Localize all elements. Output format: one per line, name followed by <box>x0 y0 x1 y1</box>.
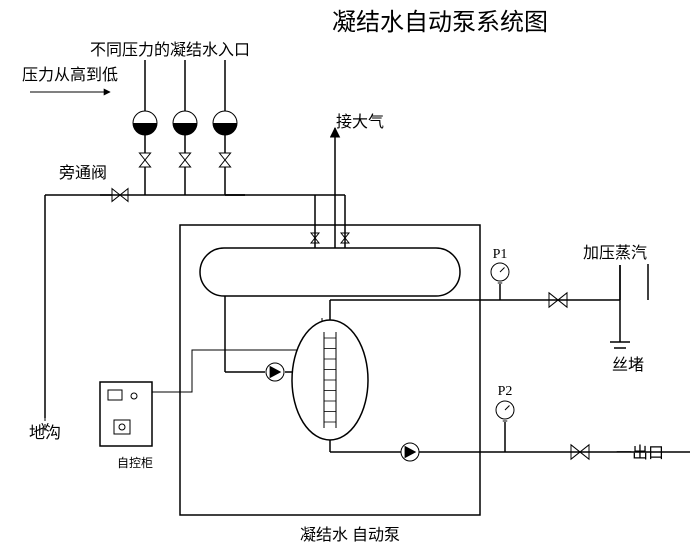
label: P1 <box>493 247 508 262</box>
label: 一出口 <box>616 444 664 462</box>
label: P2 <box>498 384 513 399</box>
label: 接大气 <box>336 113 384 131</box>
label: 不同压力的凝结水入口 <box>90 41 250 59</box>
label: 凝结水自动泵系统图 <box>332 9 548 36</box>
label: 加压蒸汽 <box>583 244 647 262</box>
label: 地沟 <box>29 424 61 442</box>
pid-diagram: 凝结水自动泵系统图不同压力的凝结水入口压力从高到低旁通阀地沟自控柜 接大气 P1 P2… <box>0 0 700 557</box>
label: 凝结水 自动泵 <box>300 526 400 544</box>
equipment <box>100 225 480 515</box>
label: 旁通阀 <box>59 164 107 182</box>
label: 压力从高到低 <box>22 66 118 84</box>
label: 自控柜 <box>117 456 153 470</box>
label: 丝堵 <box>612 356 644 374</box>
